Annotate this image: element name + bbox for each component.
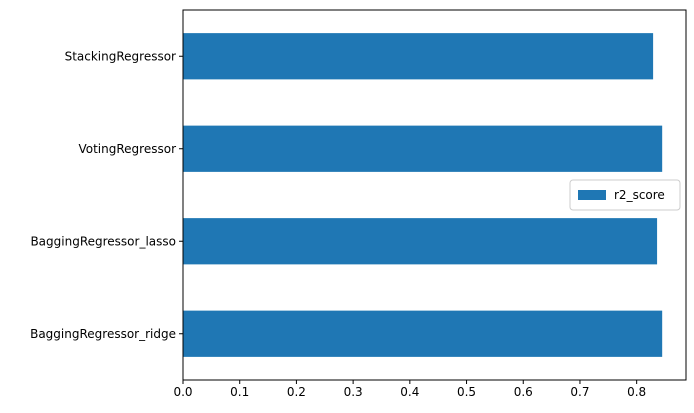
bar-VotingRegressor xyxy=(183,125,663,172)
y-tick-label: StackingRegressor xyxy=(65,49,176,63)
x-tick-label: 0.6 xyxy=(514,385,533,399)
x-axis-ticks: 0.0 0.1 0.2 0.3 0.4 0.5 0.6 0.7 0.8 xyxy=(173,380,646,399)
legend-box xyxy=(569,179,681,211)
legend: r2_score xyxy=(569,179,681,211)
bar-BaggingRegressor_lasso xyxy=(183,218,658,265)
x-tick-label: 0.4 xyxy=(400,385,419,399)
y-tick-label: BaggingRegressor_lasso xyxy=(30,234,176,248)
x-tick-label: 0.2 xyxy=(287,385,306,399)
bar-BaggingRegressor_ridge xyxy=(183,310,663,357)
legend-label: r2_score xyxy=(614,188,665,202)
x-tick-label: 0.0 xyxy=(173,385,192,399)
x-tick-label: 0.7 xyxy=(570,385,589,399)
legend-swatch xyxy=(578,190,606,200)
plot-frame xyxy=(182,9,687,381)
y-axis-ticks: BaggingRegressor_ridge BaggingRegressor_l… xyxy=(30,49,183,341)
x-tick-label: 0.1 xyxy=(230,385,249,399)
y-tick-label: VotingRegressor xyxy=(78,142,176,156)
x-tick-label: 0.3 xyxy=(344,385,363,399)
y-tick-label: BaggingRegressor_ridge xyxy=(30,327,176,341)
x-tick-label: 0.5 xyxy=(457,385,476,399)
bar-StackingRegressor xyxy=(183,33,654,80)
bars-layer xyxy=(183,33,663,357)
x-tick-label: 0.8 xyxy=(627,385,646,399)
